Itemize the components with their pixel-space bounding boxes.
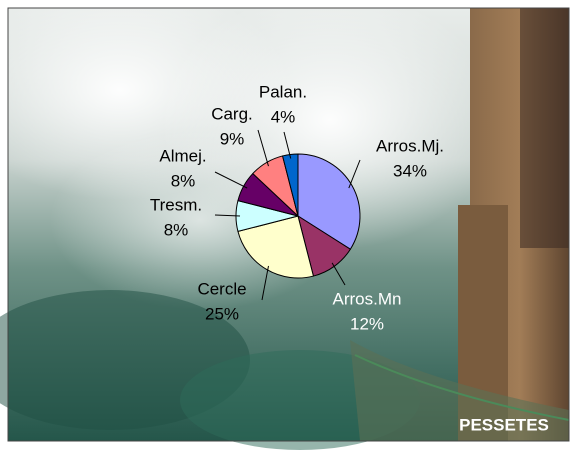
slice-label: Tresm.: [150, 195, 202, 214]
slice-value-label: 8%: [164, 220, 189, 239]
slice-value-label: 4%: [271, 107, 296, 126]
slice-label: Arros.Mj.: [376, 136, 444, 155]
slice-value-label: 9%: [220, 129, 245, 148]
annotation: PESSETES: [459, 415, 549, 434]
slice-label: Carg.: [211, 104, 253, 123]
chart: Arros.Mj. 34% Arros.Mn 12% Cercle 25% Tresm. 8%…: [0, 0, 577, 450]
slice-label: Almej.: [159, 146, 206, 165]
slice-label: Cercle: [197, 279, 246, 298]
slice-label: Palan.: [259, 82, 307, 101]
slice-value-label: 25%: [205, 304, 239, 323]
slice-label: Arros.Mn: [333, 289, 402, 308]
slice-value-label: 8%: [171, 171, 196, 190]
slice-value-label: 34%: [393, 161, 427, 180]
slice-value-label: 12%: [350, 314, 384, 333]
